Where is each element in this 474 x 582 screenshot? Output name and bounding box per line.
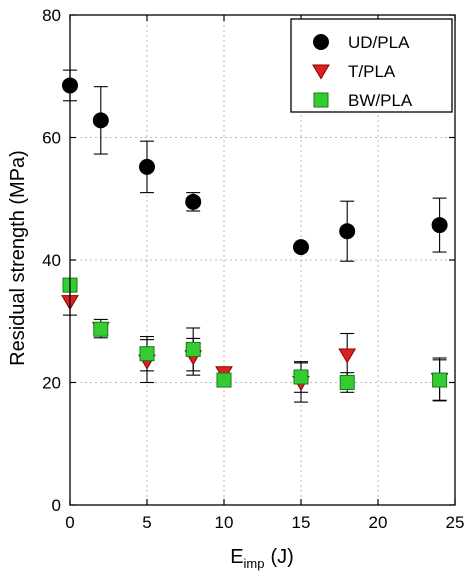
data-point-bw-pla [432,372,448,388]
data-point-bw-pla [185,341,201,357]
data-point-ud-pla [431,217,448,234]
legend-marker-t-pla [312,64,330,80]
x-tick-label: 0 [65,513,74,532]
data-point-bw-pla [293,369,309,385]
axis-ticks [69,14,456,506]
data-point-bw-pla [139,346,155,362]
legend-label-t-pla: T/PLA [348,62,396,81]
y-tick-label: 20 [42,374,61,393]
legend-label-ud-pla: UD/PLA [348,33,410,52]
y-axis-title: Residual strength (MPa) [7,150,29,366]
legend-items: UD/PLA T/PLA BW/PLA [312,33,413,110]
data-point-bw-pla [93,321,109,337]
data-point-ud-pla [293,239,309,256]
legend: UD/PLA T/PLA BW/PLA [290,18,453,113]
x-axis-title: Eimp (J) [230,546,294,571]
y-tick-label: 80 [42,6,61,25]
data-point-ud-pla [185,193,202,210]
y-tick-label: 40 [42,251,61,270]
x-tick-label: 10 [215,513,234,532]
x-tick-label: 20 [369,513,388,532]
y-tick-label: 60 [42,129,61,148]
x-tick-label: 25 [446,513,465,532]
data-point-ud-pla [92,112,109,129]
tick-labels: 0 5 10 15 20 25 0 20 40 60 80 [42,6,464,532]
error-bars [63,69,447,403]
legend-label-bw-pla: BW/PLA [348,91,413,110]
x-axis-title-unit: (J) [270,546,293,568]
y-tick-label: 0 [52,496,61,515]
legend-marker-ud-pla [313,34,329,50]
data-point-bw-pla [339,375,355,390]
data-point-ud-pla [139,158,155,175]
x-axis-title-main: E [230,546,243,568]
x-axis-title-subscript: imp [244,556,265,571]
x-tick-label: 15 [292,513,311,532]
legend-marker-bw-pla [313,92,329,108]
data-markers [61,77,449,392]
data-point-bw-pla [216,372,232,388]
data-point-ud-pla [339,223,356,240]
data-point-t-pla [338,348,357,364]
x-tick-label: 5 [142,513,151,532]
